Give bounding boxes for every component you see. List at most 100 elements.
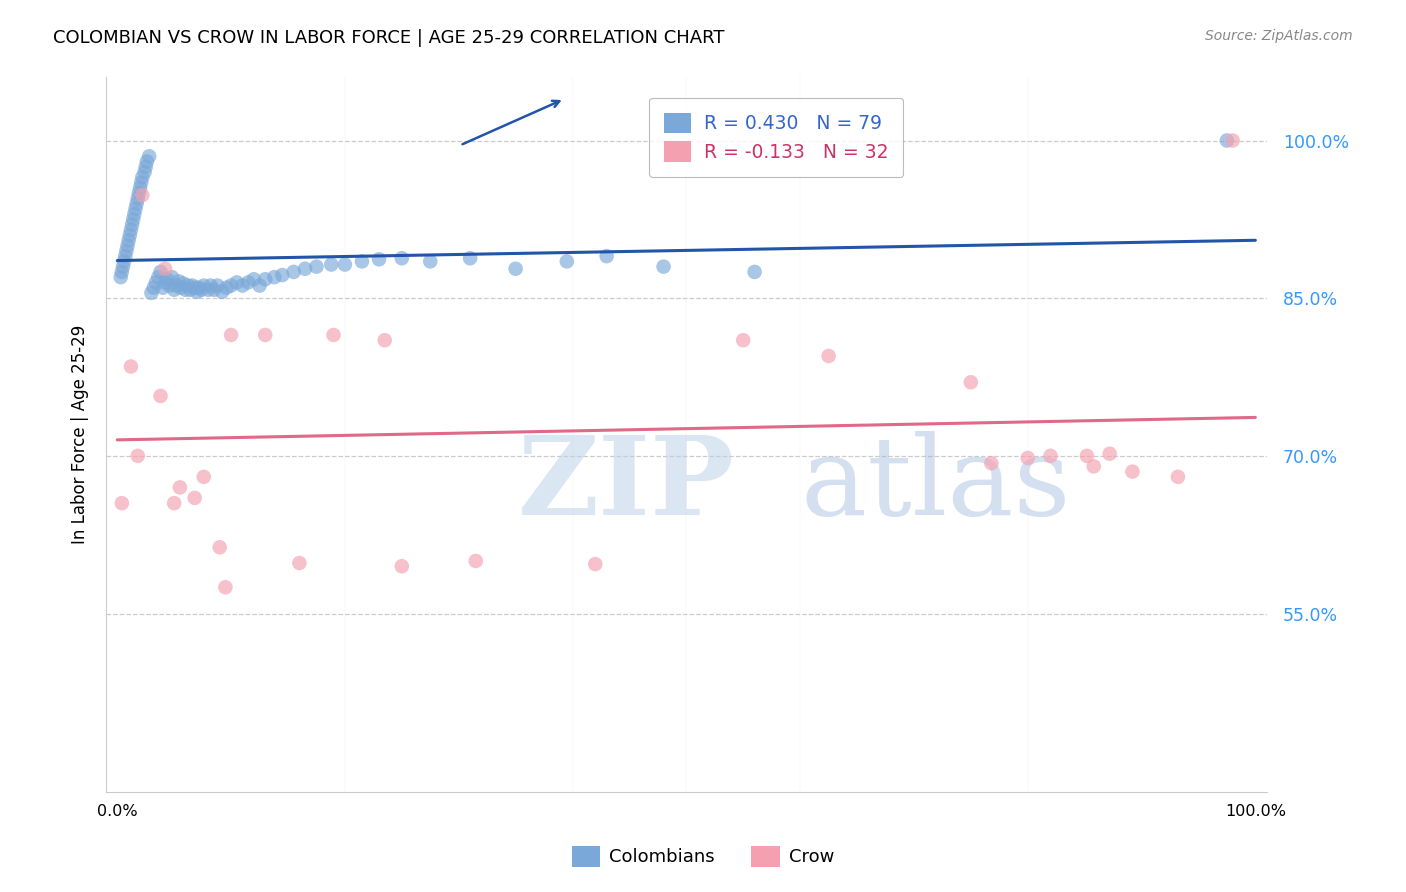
Point [288,556,311,570]
Point [145,276,167,290]
Point [129,176,152,190]
Point [595,249,617,263]
Legend: R = 0.430   N = 79, R = -0.133   N = 32: R = 0.430 N = 79, R = -0.133 N = 32 [650,97,903,177]
Point [271,268,294,282]
Point [505,261,527,276]
Point [186,285,208,299]
Point [134,165,156,179]
Point [177,278,200,293]
Point [193,470,215,484]
Point [138,149,160,163]
Point [110,270,132,285]
Point [188,280,211,294]
Point [190,283,212,297]
Point [1167,470,1189,484]
Point [174,283,197,297]
Point [128,186,150,200]
Point [208,541,231,555]
Point [111,265,134,279]
Point [391,252,413,266]
Point [202,283,225,297]
Point [1076,449,1098,463]
Point [254,328,277,343]
Point [225,276,247,290]
Point [142,280,165,294]
Point [211,285,233,299]
Point [181,278,204,293]
Point [135,154,157,169]
Point [170,280,193,294]
Point [321,258,343,272]
Text: ZIP: ZIP [517,432,735,539]
Point [333,258,356,272]
Point [141,285,163,300]
Point [118,233,141,247]
Point [583,557,606,571]
Point [120,223,142,237]
Text: COLOMBIAN VS CROW IN LABOR FORCE | AGE 25-29 CORRELATION CHART: COLOMBIAN VS CROW IN LABOR FORCE | AGE 2… [53,29,725,46]
Point [153,276,176,290]
Point [124,207,146,221]
Point [183,280,205,294]
Point [149,265,172,279]
Point [1216,134,1239,148]
Point [959,376,981,390]
Point [118,228,141,243]
Point [231,278,253,293]
Point [115,244,138,258]
Point [135,160,157,174]
Point [197,283,219,297]
Point [733,333,755,347]
Point [219,278,242,293]
Point [200,278,222,293]
Point [172,277,194,291]
Point [112,254,135,268]
Point [114,249,136,263]
Point [219,328,242,343]
Point [1017,450,1039,465]
Point [127,191,149,205]
Point [1121,465,1143,479]
Point [555,254,578,268]
Point [122,212,145,227]
Point [193,278,215,293]
Point [350,254,373,268]
Point [179,283,201,297]
Y-axis label: In Labor Force | Age 25-29: In Labor Force | Age 25-29 [72,326,89,544]
Point [166,278,188,293]
Point [125,196,148,211]
Point [652,260,675,274]
Point [124,202,146,216]
Point [120,359,142,374]
Text: atlas: atlas [517,432,1070,539]
Point [305,260,328,274]
Point [131,188,153,202]
Point [153,261,176,276]
Point [391,559,413,574]
Point [1222,134,1244,148]
Point [160,270,183,285]
Text: Source: ZipAtlas.com: Source: ZipAtlas.com [1205,29,1353,43]
Point [1083,459,1105,474]
Point [238,276,260,290]
Point [817,349,839,363]
Point [111,496,134,510]
Point [243,272,266,286]
Point [121,218,143,232]
Point [129,181,152,195]
Point [159,278,181,293]
Point [458,252,481,266]
Point [131,170,153,185]
Point [152,280,174,294]
Point [744,265,766,279]
Point [249,278,271,293]
Point [1098,447,1121,461]
Point [1039,449,1062,463]
Point [464,554,486,568]
Point [283,265,305,279]
Point [980,456,1002,470]
Point [294,261,316,276]
Point [111,260,134,274]
Point [117,238,139,252]
Point [419,254,441,268]
